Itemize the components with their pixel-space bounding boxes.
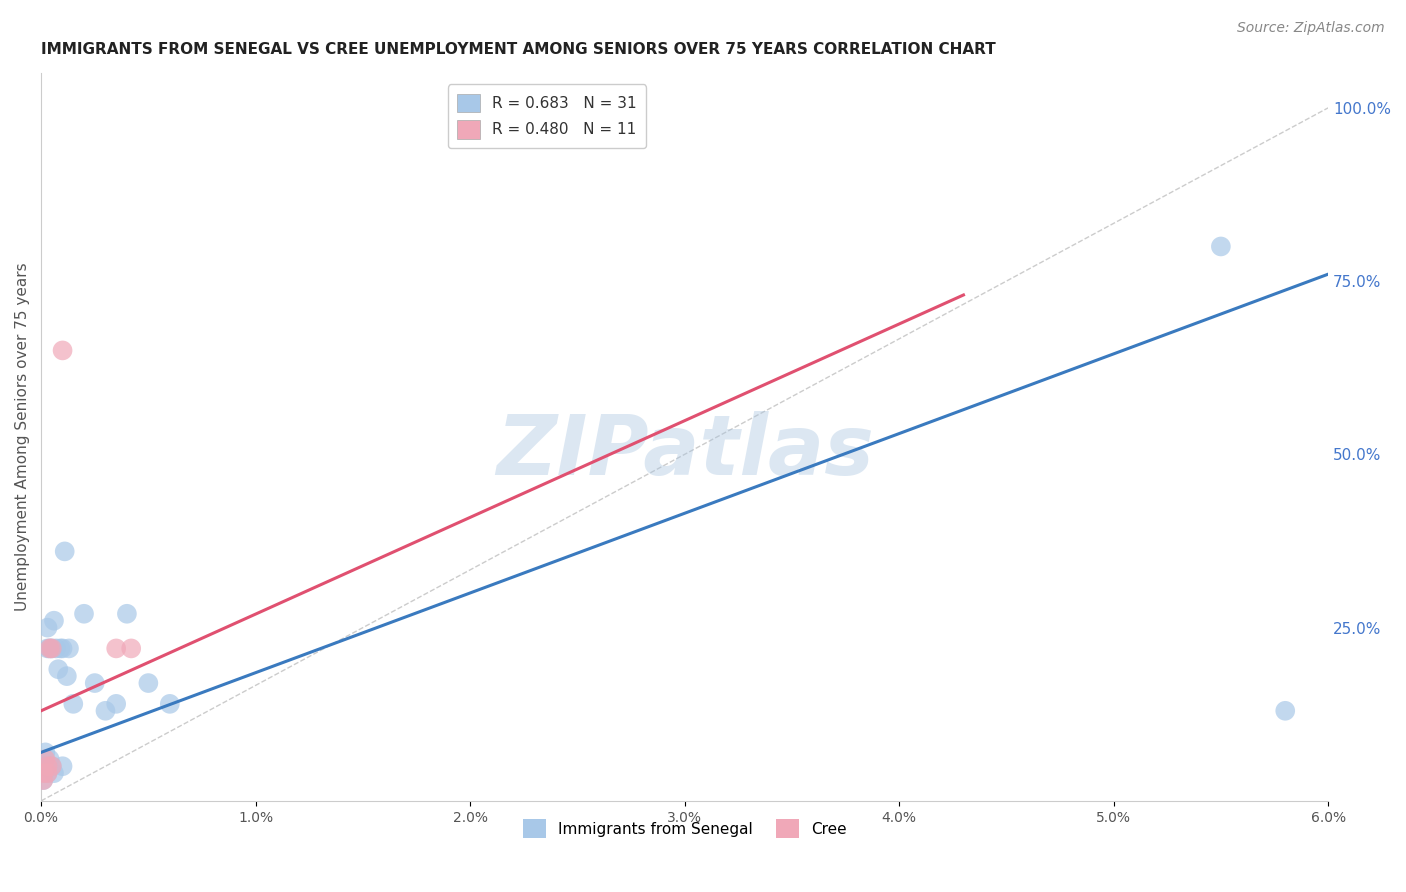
Point xyxy=(51,759,73,773)
Point xyxy=(38,641,60,656)
Point xyxy=(32,773,55,788)
Point xyxy=(38,641,60,656)
Point xyxy=(41,641,63,656)
Text: ZIPatlas: ZIPatlas xyxy=(496,411,873,492)
Point xyxy=(159,697,181,711)
Point xyxy=(49,641,72,656)
Point xyxy=(105,697,128,711)
Point xyxy=(94,704,117,718)
Point xyxy=(37,766,59,780)
Point xyxy=(37,759,59,773)
Point xyxy=(34,759,56,773)
Point xyxy=(46,662,69,676)
Point xyxy=(34,745,56,759)
Point xyxy=(32,773,55,788)
Point xyxy=(37,641,59,656)
Point xyxy=(45,641,67,656)
Point xyxy=(1209,239,1232,253)
Legend: Immigrants from Senegal, Cree: Immigrants from Senegal, Cree xyxy=(517,814,852,844)
Point xyxy=(41,759,63,773)
Point xyxy=(41,641,63,656)
Point xyxy=(51,641,73,656)
Point xyxy=(105,641,128,656)
Point xyxy=(115,607,138,621)
Point xyxy=(138,676,160,690)
Point xyxy=(37,621,59,635)
Point xyxy=(42,766,65,780)
Point xyxy=(34,752,56,766)
Y-axis label: Unemployment Among Seniors over 75 years: Unemployment Among Seniors over 75 years xyxy=(15,263,30,611)
Point xyxy=(56,669,79,683)
Point xyxy=(32,759,55,773)
Point xyxy=(73,607,96,621)
Point xyxy=(37,766,59,780)
Point xyxy=(32,766,55,780)
Point xyxy=(51,343,73,358)
Point xyxy=(120,641,142,656)
Point xyxy=(53,544,76,558)
Point xyxy=(62,697,84,711)
Point xyxy=(38,752,60,766)
Point xyxy=(1274,704,1296,718)
Text: Source: ZipAtlas.com: Source: ZipAtlas.com xyxy=(1237,21,1385,35)
Point xyxy=(42,614,65,628)
Point xyxy=(41,759,63,773)
Point xyxy=(83,676,105,690)
Text: IMMIGRANTS FROM SENEGAL VS CREE UNEMPLOYMENT AMONG SENIORS OVER 75 YEARS CORRELA: IMMIGRANTS FROM SENEGAL VS CREE UNEMPLOY… xyxy=(41,42,995,57)
Point xyxy=(58,641,80,656)
